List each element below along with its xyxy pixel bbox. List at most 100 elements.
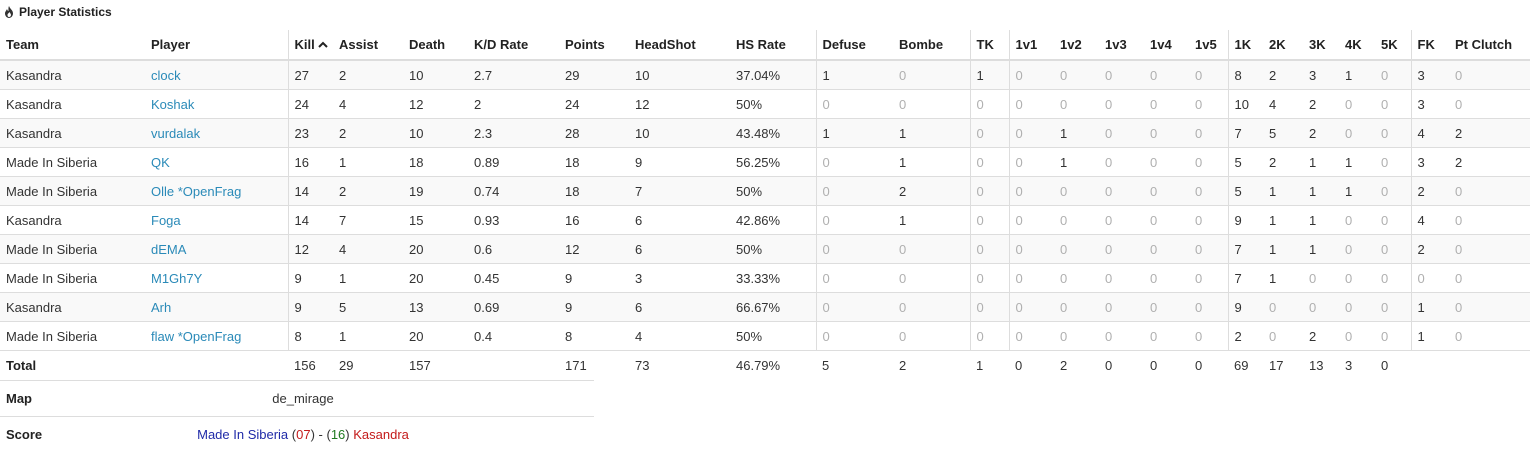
- column-header-1v4[interactable]: 1v4: [1144, 30, 1189, 61]
- column-header-label: Kill: [294, 37, 315, 52]
- stat-cell: 2: [1449, 118, 1530, 148]
- stat-cell: 0: [1339, 118, 1375, 148]
- table-row: Made In Siberia M1Gh7Y 9 1 20 0.45 9 3 33.33% 0 0 0…: [0, 263, 1530, 293]
- column-header-pt-clutch[interactable]: Pt Clutch: [1449, 30, 1530, 61]
- stat-cell: 4: [333, 89, 403, 119]
- stat-cell: 6: [629, 234, 730, 264]
- player-link[interactable]: Koshak: [151, 96, 195, 112]
- column-header-1v5[interactable]: 1v5: [1189, 30, 1228, 61]
- table-row: Made In Siberia QK 16 1 18 0.89 18 9 56.25% 0 1 0 0 1…: [0, 147, 1530, 177]
- column-header-label: HeadShot: [635, 37, 696, 52]
- stat-cell: 0: [893, 89, 970, 119]
- table-header-row: Team Player Kill Assist Death K/D Rate Points H…: [0, 30, 1530, 61]
- player-link[interactable]: vurdalak: [151, 125, 201, 141]
- stat-cell: 0: [893, 234, 970, 264]
- stat-cell: 0: [969, 147, 1009, 177]
- column-header-1v2[interactable]: 1v2: [1054, 30, 1099, 61]
- stat-cell: 0: [969, 205, 1009, 235]
- map-row: Map de_mirage: [0, 380, 594, 417]
- column-header-k-d-rate[interactable]: K/D Rate: [468, 30, 559, 61]
- stat-cell: 0: [1008, 234, 1054, 264]
- player-link[interactable]: flaw *OpenFrag: [151, 328, 242, 344]
- column-header-player[interactable]: Player: [145, 30, 288, 61]
- player-link[interactable]: clock: [151, 67, 181, 83]
- column-header-label: FK: [1417, 37, 1435, 52]
- stat-cell: 0: [1099, 89, 1144, 119]
- stat-cell: 0: [1410, 263, 1449, 293]
- stat-cell: 0: [893, 59, 970, 90]
- stat-cell: 20: [403, 263, 468, 293]
- stat-cell: 20: [403, 234, 468, 264]
- column-header-5k[interactable]: 5K: [1375, 30, 1411, 61]
- stat-cell: 9: [559, 263, 629, 293]
- stat-cell: 0: [815, 176, 893, 206]
- team-cell: Made In Siberia: [0, 234, 145, 264]
- stat-cell: 15: [403, 205, 468, 235]
- stat-cell: 0: [1375, 59, 1411, 90]
- column-header-1k[interactable]: 1K: [1227, 30, 1263, 61]
- total-cell: 0: [1099, 350, 1144, 379]
- player-link[interactable]: M1Gh7Y: [151, 270, 203, 286]
- stat-cell: 0: [1375, 147, 1411, 177]
- column-header-kill[interactable]: Kill: [287, 30, 333, 61]
- stat-cell: 0: [1339, 263, 1375, 293]
- total-cell: 29: [333, 350, 403, 379]
- panel-title-text: Player Statistics: [19, 5, 112, 19]
- column-header-points[interactable]: Points: [559, 30, 629, 61]
- stat-cell: 56.25%: [730, 147, 816, 177]
- stat-cell: 0: [1144, 205, 1189, 235]
- team-cell: Made In Siberia: [0, 321, 145, 351]
- column-header-3k[interactable]: 3K: [1303, 30, 1339, 61]
- score-team2-value: 16: [330, 427, 346, 442]
- stat-cell: 3: [1410, 59, 1449, 90]
- stat-cell: 4: [1410, 205, 1449, 235]
- player-link[interactable]: dEMA: [151, 241, 187, 257]
- stat-cell: 1: [893, 205, 970, 235]
- player-cell: clock: [145, 59, 288, 90]
- column-header-fk[interactable]: FK: [1410, 30, 1449, 61]
- column-header-tk[interactable]: TK: [969, 30, 1009, 61]
- column-header-label: Defuse: [822, 37, 866, 52]
- stat-cell: 0.4: [468, 321, 559, 351]
- column-header-death[interactable]: Death: [403, 30, 468, 61]
- team-cell: Kasandra: [0, 118, 145, 148]
- stat-cell: 20: [403, 321, 468, 351]
- stat-cell: 0: [1189, 118, 1228, 148]
- stat-cell: 18: [559, 147, 629, 177]
- stat-cell: 6: [629, 205, 730, 235]
- player-link[interactable]: Foga: [151, 212, 181, 228]
- stat-cell: 0: [1375, 118, 1411, 148]
- column-header-label: 5K: [1381, 37, 1398, 52]
- stat-cell: 0.45: [468, 263, 559, 293]
- column-header-label: TK: [976, 37, 994, 52]
- stat-cell: 1: [969, 59, 1009, 90]
- total-cell: [145, 350, 288, 379]
- stat-cell: 0: [1008, 118, 1054, 148]
- column-header-headshot[interactable]: HeadShot: [629, 30, 730, 61]
- table-row: Made In Siberia Olle *OpenFrag 14 2 19 0.74 18…: [0, 176, 1530, 206]
- stat-cell: 0: [1054, 263, 1099, 293]
- stat-cell: 2: [1263, 59, 1303, 90]
- column-header-defuse[interactable]: Defuse: [815, 30, 893, 61]
- player-link[interactable]: Arh: [151, 299, 172, 315]
- column-header-2k[interactable]: 2K: [1263, 30, 1303, 61]
- player-link[interactable]: QK: [151, 154, 170, 170]
- stat-cell: 24: [559, 89, 629, 119]
- stat-cell: 0: [1008, 321, 1054, 351]
- stat-cell: 0: [1339, 205, 1375, 235]
- column-header-1v1[interactable]: 1v1: [1008, 30, 1054, 61]
- stat-cell: 0.74: [468, 176, 559, 206]
- stat-cell: 50%: [730, 176, 816, 206]
- stat-cell: 1: [815, 59, 893, 90]
- column-header-4k[interactable]: 4K: [1339, 30, 1375, 61]
- stat-cell: 12: [559, 234, 629, 264]
- column-header-assist[interactable]: Assist: [333, 30, 403, 61]
- player-link[interactable]: Olle *OpenFrag: [151, 183, 242, 199]
- column-header-team[interactable]: Team: [0, 30, 145, 61]
- stat-cell: 24: [287, 89, 333, 119]
- column-header-bombe[interactable]: Bombe: [893, 30, 970, 61]
- total-cell: 2: [1054, 350, 1099, 379]
- column-header-hs-rate[interactable]: HS Rate: [730, 30, 816, 61]
- column-header-1v3[interactable]: 1v3: [1099, 30, 1144, 61]
- stat-cell: 3: [1303, 59, 1339, 90]
